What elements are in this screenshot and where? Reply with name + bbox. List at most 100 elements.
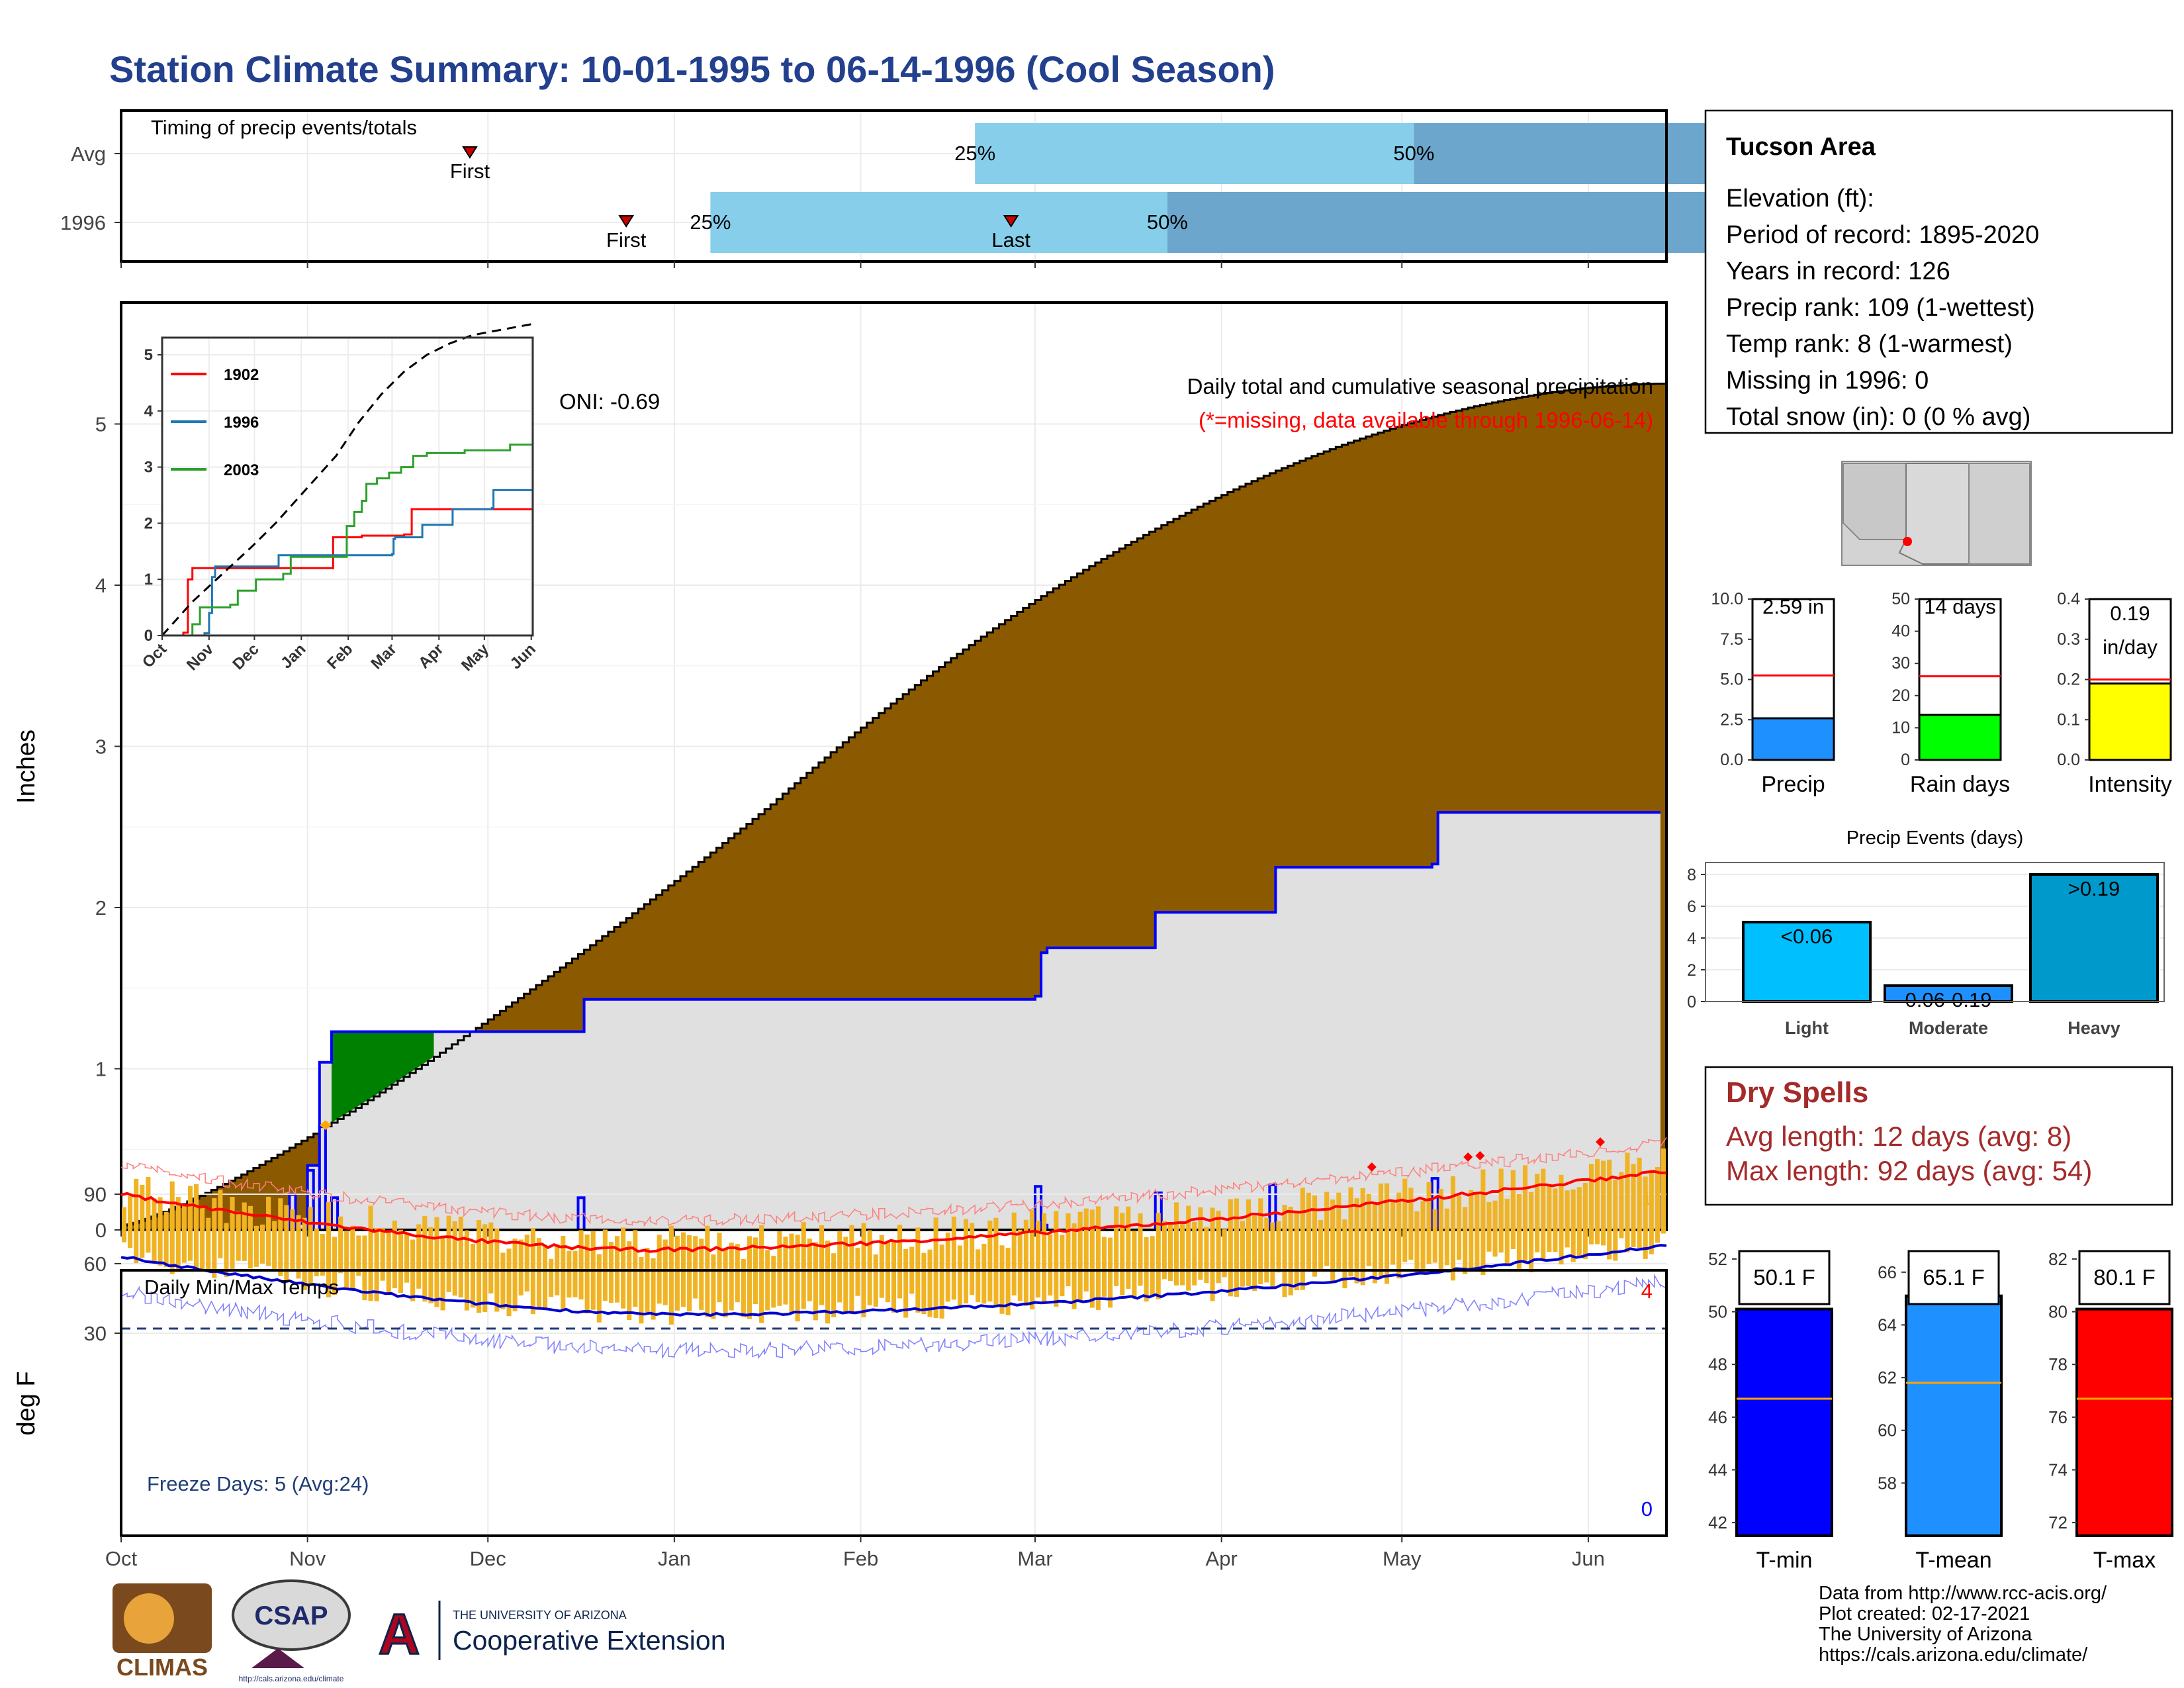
- q25-label: 25%: [954, 142, 995, 165]
- inset-border: [161, 336, 534, 637]
- mini-bar-label: Precip: [1761, 772, 1825, 797]
- daily-temp-bar: [248, 1205, 253, 1269]
- daily-temp-bar: [320, 1234, 325, 1276]
- daily-temp-bar: [1582, 1182, 1588, 1259]
- daily-temp-bar: [1011, 1212, 1017, 1296]
- daily-temp-bar: [1607, 1159, 1612, 1260]
- daily-temp-bar: [627, 1241, 632, 1321]
- year-cumulative-area: [121, 812, 1661, 1230]
- daily-temp-bar: [1330, 1199, 1336, 1283]
- daily-temp-bar: [633, 1230, 638, 1307]
- daily-temp-bar: [446, 1215, 451, 1292]
- daily-temp-bar: [1222, 1229, 1227, 1278]
- timing-bar-q1: [710, 192, 1167, 253]
- event-bar-label: <0.06: [1781, 925, 1833, 948]
- daily-temp-bar: [1475, 1194, 1480, 1268]
- daily-temp-bar: [1396, 1192, 1402, 1279]
- daily-temp-bar: [1054, 1211, 1059, 1307]
- daily-temp-bar: [1288, 1207, 1293, 1295]
- above-average-area: [332, 1031, 434, 1123]
- daily-temp-bar: [621, 1227, 626, 1309]
- station-name: Tucson Area: [1726, 133, 1876, 161]
- daily-temp-bar: [1023, 1219, 1028, 1306]
- daily-temp-bar: [1450, 1176, 1456, 1281]
- daily-temp-bar: [1282, 1205, 1287, 1297]
- csap-logo-mountain: [251, 1648, 304, 1668]
- daily-temp-bar: [386, 1231, 391, 1294]
- daily-temp-bar: [434, 1217, 439, 1307]
- daily-temp-bar: [1426, 1182, 1432, 1264]
- daily-temp-bar: [422, 1216, 428, 1302]
- daily-temp-bar: [951, 1216, 956, 1300]
- daily-temp-bar: [1504, 1198, 1510, 1264]
- daily-temp-bar: [927, 1249, 933, 1317]
- missing-marker: [319, 1120, 332, 1131]
- daily-temp-bar: [662, 1239, 668, 1305]
- inset-y-tick: 4: [144, 402, 154, 420]
- daily-temp-bar: [789, 1233, 794, 1313]
- daily-temp-bar: [350, 1225, 355, 1289]
- csap-logo-cloud: [232, 1579, 351, 1651]
- daily-temp-bar: [777, 1231, 782, 1306]
- daily-temp-bar: [1017, 1229, 1023, 1301]
- x-tick-label: May: [1383, 1547, 1422, 1570]
- daily-temp-bar: [1420, 1201, 1426, 1272]
- temp-value-box: [1738, 1250, 1831, 1305]
- climas-logo-sun: [124, 1593, 174, 1644]
- daily-temp-bar: [1463, 1207, 1468, 1274]
- event-bar-Heavy: [2029, 873, 2159, 1003]
- daily-temp-bar: [1588, 1164, 1594, 1244]
- record-max-line: [120, 1137, 1667, 1227]
- daily-temp-bar: [699, 1239, 704, 1310]
- daily-temp-bar: [674, 1235, 680, 1311]
- daily-temp-bar: [128, 1196, 133, 1248]
- daily-temp-bar: [1210, 1207, 1215, 1301]
- daily-temp-bar: [1360, 1188, 1365, 1286]
- daily-temp-bar: [524, 1235, 529, 1292]
- y-tick-label: 90: [84, 1183, 107, 1206]
- daily-temp-bar: [651, 1258, 656, 1320]
- daily-temp-bar: [242, 1202, 247, 1261]
- daily-temp-bar: [1384, 1183, 1390, 1284]
- mini-bar-label: Intensity: [2088, 772, 2172, 797]
- daily-temp-bar: [1306, 1192, 1311, 1271]
- daily-temp-bar: [1655, 1167, 1660, 1243]
- inset-series-1996: [162, 489, 533, 637]
- daily-temp-bar: [1643, 1176, 1648, 1259]
- temp-bar-value: 50.1 F: [1753, 1265, 1815, 1289]
- record-high-count: 4: [1641, 1280, 1653, 1303]
- daily-temp-bar: [1336, 1192, 1342, 1270]
- daily-temp-bar: [1601, 1160, 1606, 1246]
- daily-temp-bar: [939, 1244, 944, 1319]
- avg-max-line: [120, 1170, 1667, 1253]
- daily-temp-bar: [1252, 1215, 1257, 1291]
- legend-label: 1996: [224, 414, 259, 432]
- daily-temp-bar: [1246, 1199, 1251, 1287]
- daily-temp-bar: [596, 1254, 602, 1323]
- record-high-marker: [1463, 1152, 1473, 1162]
- station-info-line: Elevation (ft):: [1726, 185, 1874, 212]
- event-y-tick: 6: [1687, 898, 1696, 916]
- temp-y-axis-title: deg F: [13, 1371, 40, 1435]
- daily-temp-bar: [1180, 1221, 1185, 1286]
- daily-temp-bar: [259, 1224, 265, 1264]
- station-info-line: Total snow (in): 0 (0 % avg): [1726, 403, 2030, 431]
- daily-temp-bar: [1192, 1221, 1197, 1286]
- temp-bar-label: T-mean: [1915, 1548, 1991, 1573]
- mini-y-tick: 0.3: [2057, 630, 2080, 649]
- daily-temp-bar: [158, 1197, 163, 1266]
- daily-temp-bar: [1625, 1152, 1630, 1252]
- daily-temp-bar: [1486, 1201, 1492, 1252]
- daily-temp-bar: [873, 1254, 878, 1307]
- daily-temp-bar: [1594, 1159, 1600, 1244]
- mini-bar-value: 14 days: [1924, 595, 1996, 618]
- daily-temp-bar: [1216, 1211, 1221, 1284]
- daily-temp-bar: [1492, 1200, 1498, 1257]
- daily-temp-bar: [518, 1239, 523, 1296]
- daily-temp-bar: [477, 1219, 482, 1313]
- daily-temp-bar: [1637, 1157, 1642, 1248]
- event-bar-label: 0.06-0.19: [1905, 988, 1992, 1011]
- daily-temp-bar: [999, 1245, 1005, 1314]
- credit-line: The University of Arizona: [1819, 1624, 2032, 1645]
- ua-logo-big: Cooperative Extension: [453, 1625, 726, 1656]
